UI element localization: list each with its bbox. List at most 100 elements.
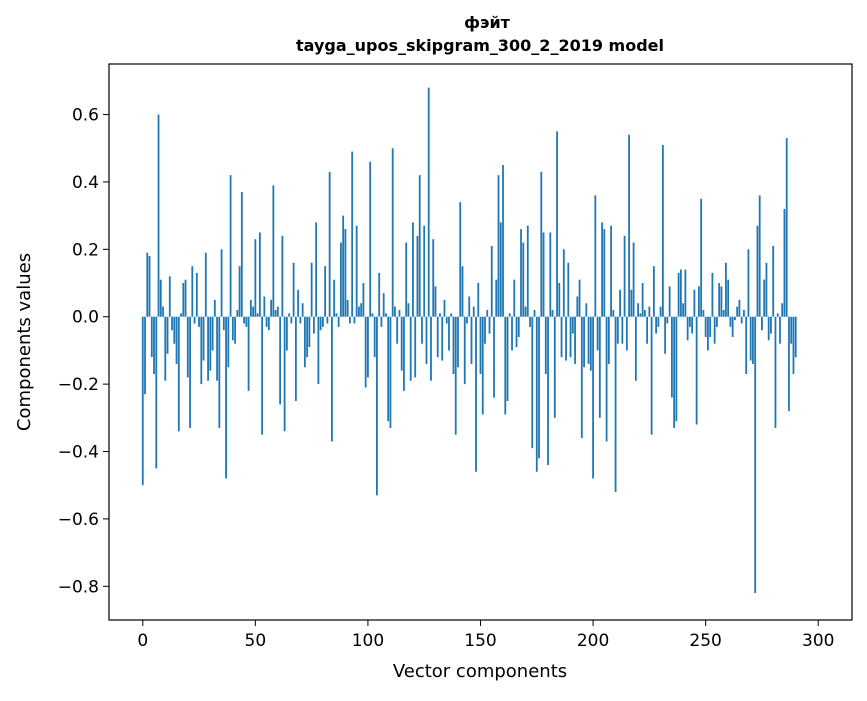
bar-191 xyxy=(571,316,574,334)
y-tick-label-5: 0.2 xyxy=(72,240,99,260)
bar-280 xyxy=(772,245,775,317)
bar-237 xyxy=(675,316,678,422)
bar-21 xyxy=(189,316,191,428)
bar-1 xyxy=(144,316,146,395)
bar-236 xyxy=(673,316,676,428)
bar-66 xyxy=(290,316,293,324)
bar-104 xyxy=(376,316,378,496)
bar-251 xyxy=(707,316,709,351)
y-axis-ticks: −0.8 −0.6 −0.4 −0.2 0.0 0.2 0.4 0.6 xyxy=(58,106,109,597)
x-tick-label-1: 50 xyxy=(245,631,267,651)
bar-195 xyxy=(580,316,583,439)
bar-227 xyxy=(652,266,655,317)
bar-72 xyxy=(303,316,306,368)
bar-183 xyxy=(553,316,556,418)
bar-36 xyxy=(222,316,225,331)
bar-69 xyxy=(297,289,300,317)
bar-31 xyxy=(211,316,214,351)
y-tick-label-3: −0.2 xyxy=(58,375,99,395)
bar-151 xyxy=(481,316,484,415)
bar-120 xyxy=(412,222,414,317)
bar-14 xyxy=(173,316,176,344)
bar-223 xyxy=(643,309,646,317)
bar-179 xyxy=(544,316,547,375)
bar-231 xyxy=(661,144,664,317)
bar-288 xyxy=(790,316,793,344)
bar-212 xyxy=(619,289,621,317)
bar-17 xyxy=(180,313,182,317)
bar-256 xyxy=(718,283,721,317)
bar-219 xyxy=(634,316,637,381)
bar-62 xyxy=(281,235,284,317)
bar-127 xyxy=(427,87,430,317)
bar-119 xyxy=(409,316,412,381)
bar-270 xyxy=(749,316,752,361)
x-axis-ticks: 0 50 100 150 200 250 300 xyxy=(137,620,834,651)
bar-121 xyxy=(414,316,417,378)
bar-159 xyxy=(499,222,502,317)
bar-92 xyxy=(349,316,351,324)
bar-57 xyxy=(270,299,273,317)
bar-84 xyxy=(331,316,333,442)
bar-115 xyxy=(400,316,403,371)
bar-149 xyxy=(477,283,480,317)
bar-240 xyxy=(682,303,685,317)
bar-261 xyxy=(729,316,732,327)
y-tick-label-2: −0.4 xyxy=(58,443,99,463)
bar-203 xyxy=(598,316,601,418)
bar-229 xyxy=(657,316,660,327)
bar-114 xyxy=(398,309,401,317)
bar-48 xyxy=(249,299,252,317)
bar-101 xyxy=(369,161,372,317)
bar-287 xyxy=(788,316,790,412)
bar-6 xyxy=(155,316,158,469)
bar-87 xyxy=(337,316,340,327)
bar-129 xyxy=(432,239,435,317)
bar-194 xyxy=(578,279,581,317)
bar-116 xyxy=(403,316,405,391)
bar-157 xyxy=(495,279,498,317)
bar-131 xyxy=(436,316,439,358)
bar-173 xyxy=(531,316,534,449)
bar-28 xyxy=(204,252,207,317)
bar-91 xyxy=(346,299,349,317)
bar-255 xyxy=(716,316,718,327)
bar-250 xyxy=(704,316,707,337)
bar-168 xyxy=(520,229,522,317)
bar-74 xyxy=(308,316,311,348)
bar-110 xyxy=(389,316,392,428)
bar-108 xyxy=(385,313,387,317)
bar-97 xyxy=(360,303,363,317)
bar-233 xyxy=(666,316,669,324)
bar-211 xyxy=(616,316,619,344)
bar-54 xyxy=(263,296,266,317)
bar-192 xyxy=(574,316,576,364)
bar-202 xyxy=(596,316,599,351)
bar-86 xyxy=(335,313,338,317)
bar-16 xyxy=(177,316,180,432)
bar-185 xyxy=(558,283,561,317)
bar-248 xyxy=(700,198,703,317)
bar-30 xyxy=(209,316,212,371)
bar-135 xyxy=(445,316,448,324)
bar-64 xyxy=(285,316,288,351)
bar-243 xyxy=(688,316,691,327)
bar-59 xyxy=(274,309,277,317)
bar-249 xyxy=(702,309,705,317)
bar-132 xyxy=(439,313,441,317)
bar-161 xyxy=(504,316,507,415)
bar-244 xyxy=(691,316,694,334)
bar-65 xyxy=(288,313,291,317)
bar-107 xyxy=(382,293,385,317)
bar-228 xyxy=(655,316,658,334)
x-tick-label-5: 250 xyxy=(689,631,721,651)
bar-238 xyxy=(677,272,680,317)
bar-181 xyxy=(549,232,552,317)
bar-76 xyxy=(312,316,315,334)
bar-148 xyxy=(475,316,477,472)
bar-158 xyxy=(497,175,500,317)
bar-18 xyxy=(182,283,185,317)
bar-266 xyxy=(740,316,743,324)
bar-32 xyxy=(213,299,216,317)
x-tick-label-0: 0 xyxy=(137,631,148,651)
